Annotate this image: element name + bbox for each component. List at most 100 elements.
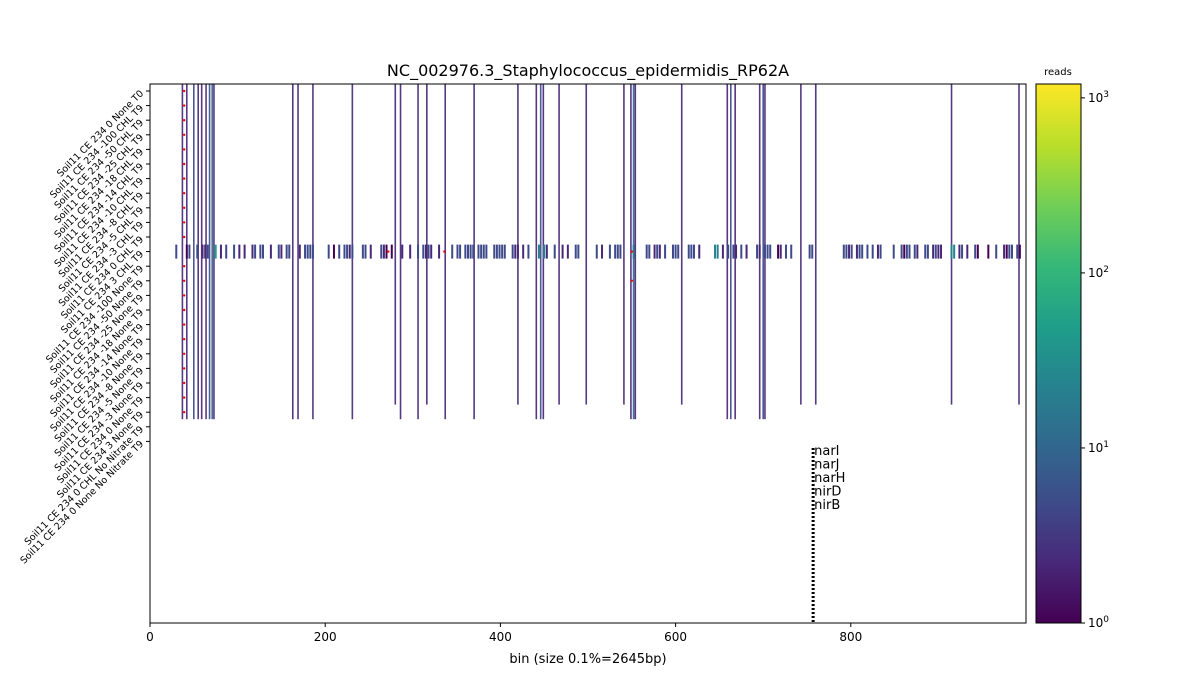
hot-row-cell <box>456 244 459 259</box>
hot-row-cell <box>427 244 430 259</box>
hot-row-cell <box>577 244 580 259</box>
marker-points <box>182 89 633 414</box>
hot-row-cell <box>482 244 485 259</box>
heatmap-column <box>208 84 211 420</box>
hot-row-cell <box>976 244 979 259</box>
hot-row-cell <box>876 244 879 259</box>
hot-row-cell <box>527 244 530 259</box>
heatmap-column <box>950 84 953 405</box>
colorbar-tick-label: 101 <box>1088 440 1109 455</box>
heatmap-column <box>539 84 542 420</box>
marker-dot <box>182 119 186 122</box>
hot-row-cell <box>861 244 864 259</box>
hot-row-cell <box>961 244 964 259</box>
colorbar-tick-label: 103 <box>1088 90 1109 105</box>
hot-row-cell <box>219 244 222 259</box>
marker-dot <box>182 133 186 136</box>
hot-row-cell <box>543 244 546 259</box>
heatmap-column <box>426 84 428 405</box>
hot-row-cell <box>309 244 312 259</box>
heatmap-column <box>1018 84 1020 405</box>
marker-dot <box>182 104 186 107</box>
hot-row-cell <box>288 244 291 259</box>
hot-row-cell <box>503 244 506 259</box>
hot-row-cell <box>845 244 848 259</box>
hot-row-cell <box>727 244 730 259</box>
hot-row-cell <box>790 244 793 259</box>
hot-row-cell <box>745 244 748 259</box>
heatmap-column <box>800 84 802 405</box>
hot-row-cell <box>188 244 191 259</box>
heatmap-column <box>211 84 213 420</box>
hot-row-cell <box>259 244 262 259</box>
x-tick-label: 200 <box>314 630 337 644</box>
hot-row-cell <box>380 244 383 259</box>
hot-row-cell <box>1016 244 1019 259</box>
heatmap-column <box>181 84 184 420</box>
hot-row-cell <box>601 244 604 259</box>
hot-row-cell <box>966 244 969 259</box>
hot-row-cell <box>285 244 288 259</box>
hot-row-cell <box>466 244 469 259</box>
x-tick-label: 400 <box>489 630 512 644</box>
gene-label: nirB <box>814 498 840 513</box>
heatmap-column <box>297 84 299 420</box>
marker-dot <box>182 89 186 93</box>
hot-row-cell <box>732 244 735 259</box>
hot-row-cell <box>619 244 622 259</box>
hot-row-cell <box>595 244 598 259</box>
hot-row-cell <box>348 244 351 259</box>
heatmap-column <box>399 84 402 420</box>
marker-dot <box>182 381 186 385</box>
hot-row-cell <box>545 244 548 259</box>
hot-row-cell <box>369 244 372 259</box>
hot-row-cell <box>714 244 717 259</box>
hot-row-cell <box>417 244 420 259</box>
hot-row-cell <box>175 244 178 259</box>
marker-dot <box>182 367 186 370</box>
hot-row-cell <box>361 244 364 259</box>
hot-row-cell <box>280 244 283 259</box>
hot-row-cell <box>671 244 674 259</box>
colorbar-ticks: 100 101 102 103 <box>1081 90 1109 630</box>
hot-row-cell <box>422 244 425 259</box>
hot-row-cell <box>913 244 916 259</box>
hot-row-cell <box>498 244 501 259</box>
hot-row-cell <box>1008 244 1011 259</box>
hot-row-cell <box>848 244 851 259</box>
hot-row-cell <box>477 244 480 259</box>
hot-row-cell <box>690 244 693 259</box>
heatmap-cells <box>175 84 1021 420</box>
hot-row-cell <box>390 244 393 259</box>
hot-row-cell <box>645 244 648 259</box>
heatmap-column <box>762 84 764 420</box>
hot-row-cell <box>225 244 228 259</box>
hot-row-cell <box>201 244 204 259</box>
hot-row-cell <box>777 244 780 259</box>
hot-row-cell <box>616 244 619 259</box>
hot-row-cell <box>430 244 433 259</box>
hot-row-cell <box>1010 244 1013 259</box>
hot-row-cell <box>866 244 869 259</box>
gene-label: narI <box>814 444 839 459</box>
marker-dot <box>182 235 186 239</box>
marker-dot <box>182 221 186 224</box>
hot-row-cell <box>916 244 919 259</box>
heatmap-column <box>291 84 294 420</box>
hot-row-cell <box>850 244 853 259</box>
hot-row-cell <box>779 244 782 259</box>
hot-row-cell <box>493 244 496 259</box>
hot-row-cell <box>1003 244 1006 259</box>
chart-title: NC_002976.3_Staphylococcus_epidermidis_R… <box>387 61 789 81</box>
marker-dot <box>443 250 446 253</box>
hot-row-cell <box>842 244 845 259</box>
marker-dot <box>630 279 633 282</box>
hot-row-cell <box>511 244 514 259</box>
plot-frame <box>149 83 1027 624</box>
hot-row-cell <box>811 244 814 259</box>
heatmap-column <box>193 84 195 420</box>
hot-row-cell <box>687 244 690 259</box>
hot-row-cell <box>924 244 927 259</box>
gene-label: narJ <box>814 458 839 473</box>
